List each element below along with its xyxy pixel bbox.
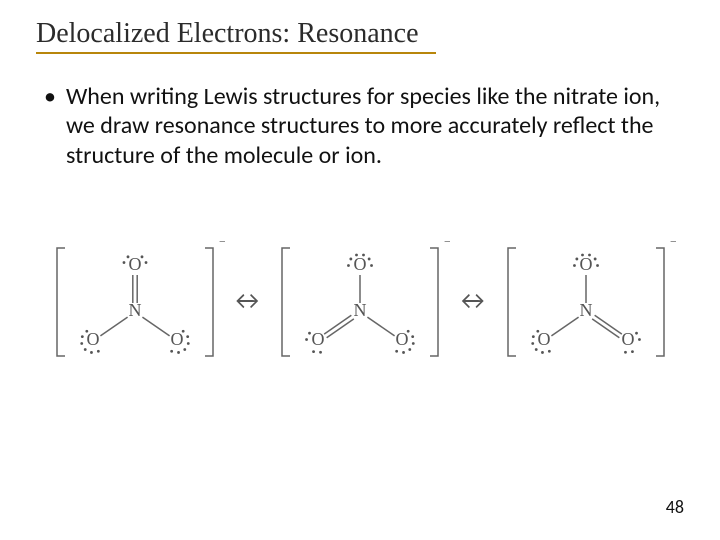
svg-text:O: O	[621, 329, 634, 349]
svg-text:O: O	[170, 329, 183, 349]
bullet-item: • When writing Lewis structures for spec…	[44, 82, 680, 170]
svg-text:−: −	[219, 235, 225, 250]
svg-text:−: −	[670, 235, 676, 250]
svg-text:N: N	[579, 300, 592, 320]
svg-text:O: O	[128, 254, 141, 274]
svg-text:O: O	[86, 329, 99, 349]
svg-text:N: N	[128, 300, 141, 320]
svg-text:O: O	[312, 329, 325, 349]
svg-text:O: O	[537, 329, 550, 349]
svg-text:N: N	[354, 300, 367, 320]
nitrate-structure: N O O O −	[496, 230, 676, 370]
title-underline	[36, 52, 436, 54]
svg-text:O: O	[354, 254, 367, 274]
resonance-arrow-icon: ↔	[225, 284, 271, 316]
resonance-diagram: N O O O − ↔ N O O O − ↔ N O O O −	[30, 230, 690, 370]
nitrate-structure: N O O O −	[270, 230, 450, 370]
page-number: 48	[666, 496, 684, 518]
slide-title: Delocalized Electrons: Resonance	[36, 18, 690, 50]
svg-text:O: O	[579, 254, 592, 274]
svg-text:O: O	[396, 329, 409, 349]
bullet-dot: •	[44, 82, 56, 170]
bullet-text: When writing Lewis structures for specie…	[66, 82, 680, 170]
resonance-arrow-icon: ↔	[450, 284, 496, 316]
svg-text:−: −	[444, 235, 450, 250]
nitrate-structure: N O O O −	[45, 230, 225, 370]
